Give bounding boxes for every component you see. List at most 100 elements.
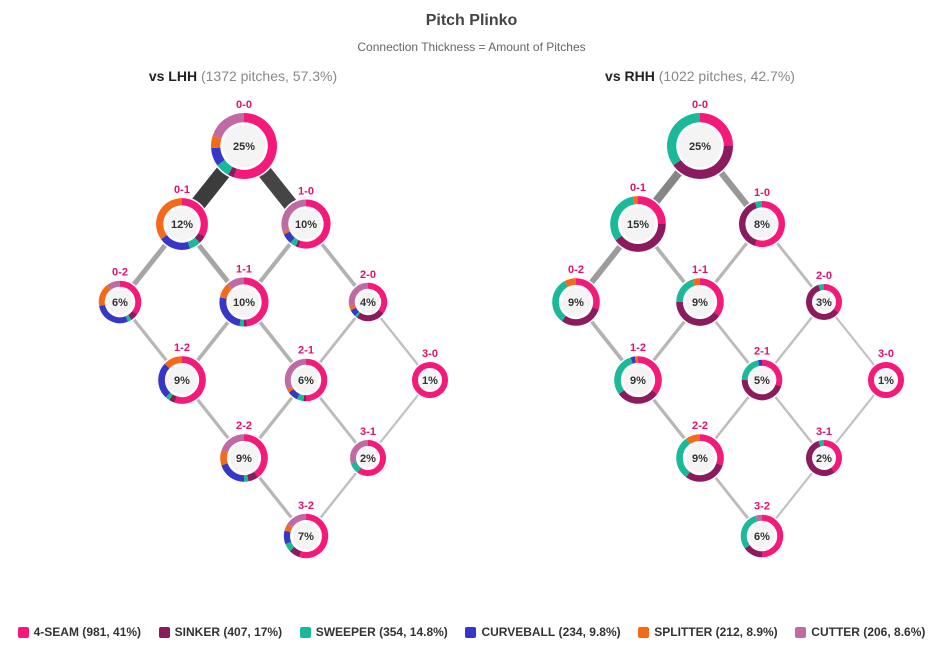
donut-segment-sinker (228, 166, 237, 178)
node-0-2[interactable]: 6% 0-2 (97, 267, 143, 325)
node-count-label: 0-0 (236, 99, 252, 111)
legend-count: 354 (383, 625, 404, 639)
node-center (685, 443, 715, 473)
node-pct-label: 1% (878, 375, 894, 387)
node-1-2[interactable]: 9% 1-2 (612, 342, 664, 406)
donut-segment-sinker (744, 544, 763, 558)
node-2-2[interactable]: 9% 2-2 (218, 420, 270, 484)
node-1-1[interactable]: 9% 1-1 (674, 264, 726, 328)
node-1-0[interactable]: 8% 1-0 (737, 187, 787, 249)
node-count-label: 3-2 (298, 500, 314, 512)
node-center (750, 368, 774, 392)
donut-segment-sinker (618, 389, 658, 404)
node-3-0[interactable]: 1% 3-0 (410, 348, 450, 400)
donut-segment-4-seam (761, 514, 784, 558)
donut-segment-sweeper (614, 357, 633, 394)
donut-segment-sweeper (285, 541, 295, 552)
donut-segment-sweeper (552, 281, 568, 322)
donut-segment-sweeper (296, 393, 305, 402)
node-pct-label: 8% (754, 219, 770, 231)
donut-segment-sinker (741, 379, 782, 401)
donut-segment-sweeper (667, 113, 701, 166)
panel-hand-label: vs RHH (605, 68, 655, 84)
node-pct-label: 2% (816, 453, 832, 465)
node-count-label: 1-2 (630, 342, 646, 354)
donut-segment-sinker (356, 309, 384, 322)
legend-pct: 8.6 (894, 625, 911, 639)
donut-segment-4-seam (699, 278, 724, 316)
donut-segment-splitter (164, 356, 183, 369)
node-0-0[interactable]: 25% 0-0 (665, 99, 735, 181)
node-center (876, 370, 896, 390)
donut-segment-curveball (158, 363, 171, 398)
donut-segment-sinker (289, 546, 302, 558)
legend-item-cutter[interactable]: CUTTER (206, 8.6%) (795, 625, 925, 639)
donut-segment-sinker (128, 310, 138, 320)
donut-segment-splitter (211, 135, 222, 149)
donut-segment-splitter (156, 198, 183, 240)
donut-segment-sweeper (818, 283, 825, 291)
node-center (685, 287, 715, 317)
node-2-0[interactable]: 4% 2-0 (347, 269, 389, 323)
node-3-1[interactable]: 2% 3-1 (804, 426, 844, 478)
donut-segment-4-seam (412, 362, 448, 398)
node-center (228, 286, 260, 318)
panel-title-lhh: vs LHH (1372 pitches, 57.3%) (93, 68, 393, 84)
node-pct-label: 5% (754, 375, 770, 387)
node-1-2[interactable]: 9% 1-2 (156, 342, 208, 406)
legend-label: SINKER (174, 625, 221, 639)
legend-label: CUTTER (811, 625, 860, 639)
node-2-2[interactable]: 9% 2-2 (674, 420, 726, 484)
donut-segment-4-seam (298, 199, 331, 249)
node-count-label: 3-0 (422, 348, 438, 360)
donut-segment-sinker (247, 471, 258, 482)
node-pct-label: 9% (692, 297, 708, 309)
legend-item-splitter[interactable]: SPLITTER (212, 8.9%) (638, 625, 778, 639)
node-1-0[interactable]: 10% 1-0 (279, 185, 333, 251)
donut-segment-4-seam (754, 200, 785, 247)
node-count-label: 0-1 (630, 182, 646, 194)
node-0-1[interactable]: 15% 0-1 (608, 182, 668, 254)
node-1-1[interactable]: 10% 1-1 (217, 263, 271, 329)
legend-item-sweeper[interactable]: SWEEPER (354, 14.8%) (299, 625, 448, 639)
donut-segment-sinker (806, 284, 839, 320)
node-0-1[interactable]: 12% 0-1 (154, 184, 210, 252)
node-pct-label: 4% (360, 297, 376, 309)
legend-pct: 8.9 (746, 625, 763, 639)
legend-item-curveball[interactable]: CURVEBALL (234, 9.8%) (465, 625, 621, 639)
donut-segment-4-seam (233, 113, 277, 179)
legend-item-sinker[interactable]: SINKER (407, 17%) (158, 625, 282, 639)
legend-count: 234 (562, 625, 583, 639)
node-pct-label: 9% (692, 453, 708, 465)
donut-segment-curveball (288, 388, 300, 400)
node-count-label: 0-1 (174, 184, 190, 196)
legend-item-4seam[interactable]: 4-SEAM (981, 41%) (17, 625, 141, 639)
donut-segment-splitter (564, 278, 577, 288)
donut-segment-splitter (98, 284, 112, 306)
node-center (747, 209, 777, 239)
donut-segment-curveball (283, 231, 295, 243)
node-count-label: 0-2 (568, 264, 584, 276)
node-3-2[interactable]: 6% 3-2 (739, 501, 785, 559)
donut-segment-curveball (99, 304, 128, 324)
legend-swatch (158, 626, 170, 638)
node-3-1[interactable]: 2% 3-1 (348, 426, 388, 478)
donut-segment-sweeper (125, 314, 132, 322)
donut-segment-4-seam (119, 280, 142, 315)
node-pct-label: 6% (298, 375, 314, 387)
node-0-0[interactable]: 25% 0-0 (209, 99, 279, 181)
node-count-label: 1-2 (174, 342, 190, 354)
node-center (107, 289, 133, 315)
node-3-2[interactable]: 7% 3-2 (282, 500, 330, 560)
node-2-0[interactable]: 3% 2-0 (804, 270, 844, 322)
donut-segment-curveball (211, 147, 225, 166)
donut-segment-sinker (806, 440, 835, 476)
node-2-1[interactable]: 5% 2-1 (740, 346, 784, 402)
legend-count: 407 (227, 625, 248, 639)
node-center (420, 370, 440, 390)
panel-rhh: 25% 0-0 15% 0-1 8% 1-0 9% 0-2 9% 1-1 3% 2-0 9% 1-2 5% 2… (550, 99, 906, 559)
node-center (814, 448, 834, 468)
node-2-1[interactable]: 6% 2-1 (283, 345, 329, 403)
node-0-2[interactable]: 9% 0-2 (550, 264, 602, 328)
node-3-0[interactable]: 1% 3-0 (866, 348, 906, 400)
